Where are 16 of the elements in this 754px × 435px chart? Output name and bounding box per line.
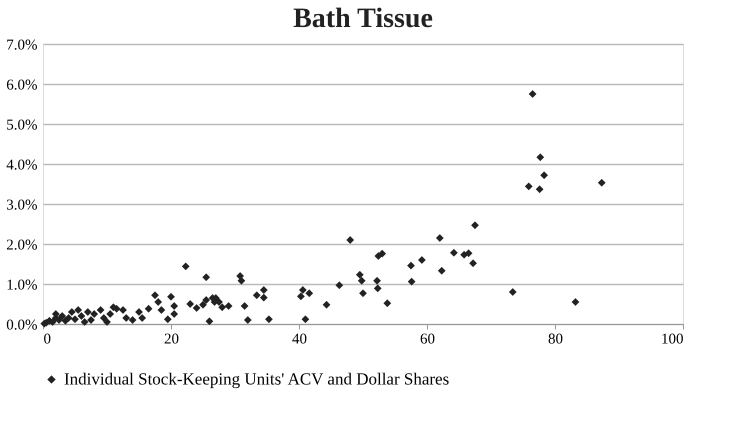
x-tick-label: 20: [164, 332, 179, 348]
legend-label: Individual Stock-Keeping Units' ACV and Dollar Shares: [64, 370, 450, 388]
x-tick-label: 100: [661, 332, 684, 348]
x-tick-label: 40: [292, 332, 307, 348]
y-tick-label: 6.0%: [6, 78, 38, 94]
x-tick-label: 0: [44, 332, 51, 348]
x-tick-label: 80: [548, 332, 563, 348]
y-tick-label: 7.0%: [6, 38, 38, 54]
y-tick-label: 4.0%: [6, 158, 38, 174]
y-tick-label: 1.0%: [6, 278, 38, 294]
chart-title: Bath Tissue: [293, 3, 433, 34]
x-tick-label: 60: [420, 332, 435, 348]
y-tick-label: 0.0%: [6, 318, 38, 334]
y-tick-label: 5.0%: [6, 118, 38, 134]
y-tick-label: 2.0%: [6, 238, 38, 254]
y-tick-label: 3.0%: [6, 198, 38, 214]
